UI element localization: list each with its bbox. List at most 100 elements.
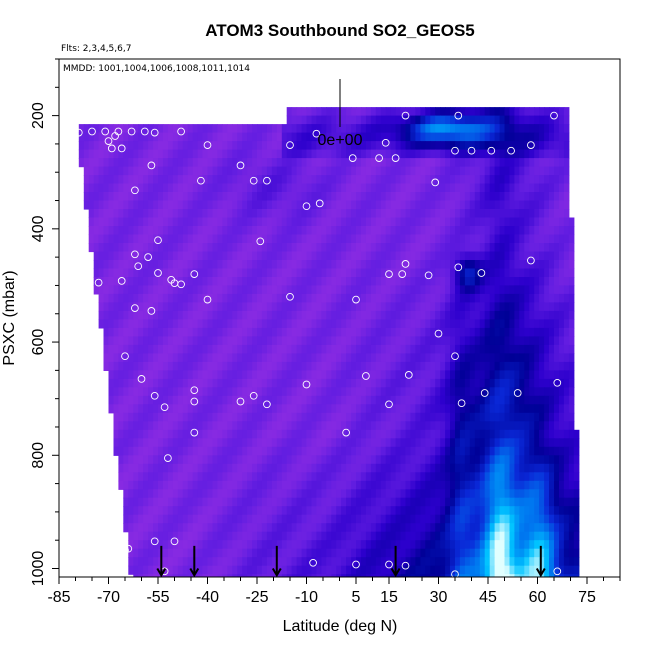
heatmap-cell	[98, 192, 105, 202]
heatmap-cell	[385, 463, 392, 473]
heatmap-cell	[509, 251, 515, 261]
heatmap-cell	[257, 404, 263, 414]
heatmap-cell	[464, 429, 471, 439]
heatmap-cell	[459, 107, 466, 117]
heatmap-cell	[143, 192, 149, 202]
heatmap-cell	[281, 421, 288, 431]
heatmap-cell	[534, 455, 540, 465]
heatmap-cell	[261, 192, 268, 202]
heatmap-cell	[360, 141, 367, 151]
heatmap-cell	[573, 497, 580, 507]
heatmap-cell	[326, 260, 332, 270]
heatmap-cell	[128, 523, 134, 533]
heatmap-cell	[153, 421, 159, 431]
heatmap-cell	[336, 344, 342, 354]
heatmap-cell	[167, 302, 174, 312]
heatmap-cell	[187, 489, 194, 499]
heatmap-cell	[549, 293, 555, 303]
heatmap-cell	[237, 531, 243, 541]
heatmap-cell	[222, 540, 228, 550]
heatmap-cell	[286, 429, 293, 439]
heatmap-cell	[301, 115, 308, 125]
heatmap-cell	[98, 277, 105, 287]
heatmap-cell	[420, 438, 426, 448]
heatmap-cell	[430, 395, 436, 405]
heatmap-cell	[365, 285, 372, 295]
heatmap-cell	[197, 327, 204, 337]
heatmap-cell	[390, 260, 397, 270]
heatmap-cell	[529, 166, 535, 176]
heatmap-cell	[118, 243, 124, 253]
heatmap-cell	[385, 361, 392, 371]
heatmap-cell	[113, 234, 120, 244]
heatmap-cell	[321, 183, 327, 193]
heatmap-cell	[138, 455, 144, 465]
heatmap-cell	[326, 166, 332, 176]
heatmap-cell	[93, 251, 100, 261]
heatmap-cell	[504, 310, 511, 320]
heatmap-cell	[346, 277, 352, 287]
heatmap-cell	[336, 531, 342, 541]
heatmap-cell	[227, 344, 233, 354]
heatmap-cell	[247, 192, 253, 202]
heatmap-cell	[331, 200, 337, 210]
heatmap-cell	[148, 412, 154, 422]
heatmap-cell	[316, 115, 322, 125]
heatmap-cell	[286, 260, 293, 270]
heatmap-cell	[474, 387, 481, 397]
heatmap-cell	[440, 472, 446, 482]
heatmap-cell	[568, 472, 575, 482]
heatmap-cell	[479, 293, 486, 303]
heatmap-cell	[563, 489, 570, 499]
heatmap-cell	[192, 387, 199, 397]
heatmap-cell	[395, 268, 402, 278]
heatmap-cell	[440, 158, 446, 168]
heatmap-cell	[306, 277, 313, 287]
heatmap-cell	[237, 489, 243, 499]
heatmap-cell	[385, 455, 392, 465]
heatmap-cell	[222, 523, 228, 533]
heatmap-cell	[430, 540, 436, 550]
heatmap-cell	[128, 412, 134, 422]
heatmap-cell	[435, 277, 441, 287]
heatmap-cell	[187, 166, 194, 176]
heatmap-cell	[266, 548, 273, 558]
heatmap-cell	[435, 540, 441, 550]
heatmap-cell	[435, 285, 441, 295]
heatmap-cell	[415, 395, 421, 405]
heatmap-cell	[450, 370, 456, 380]
heatmap-cell	[459, 353, 466, 363]
heatmap-cell	[469, 217, 476, 227]
heatmap-cell	[217, 319, 223, 329]
heatmap-cell	[356, 166, 362, 176]
heatmap-cell	[504, 548, 511, 558]
heatmap-cell	[158, 234, 164, 244]
heatmap-cell	[514, 124, 520, 134]
heatmap-cell	[143, 166, 149, 176]
heatmap-cell	[341, 523, 347, 533]
heatmap-cell	[182, 319, 189, 329]
heatmap-cell	[559, 463, 565, 473]
heatmap-cell	[158, 429, 164, 439]
heatmap-cell	[509, 115, 515, 125]
heatmap-cell	[113, 192, 120, 202]
heatmap-cell	[296, 327, 303, 337]
heatmap-cell	[474, 234, 481, 244]
heatmap-cell	[227, 353, 233, 363]
heatmap-cell	[341, 514, 347, 524]
heatmap-cell	[420, 480, 426, 490]
heatmap-cell	[410, 548, 416, 558]
heatmap-cell	[341, 319, 347, 329]
heatmap-cell	[162, 277, 169, 287]
heatmap-cell	[568, 226, 575, 236]
heatmap-cell	[346, 361, 352, 371]
heatmap-cell	[420, 166, 426, 176]
heatmap-cell	[276, 455, 283, 465]
heatmap-cell	[346, 523, 352, 533]
heatmap-cell	[568, 277, 575, 287]
heatmap-cell	[286, 302, 293, 312]
heatmap-cell	[182, 209, 189, 219]
heatmap-cell	[400, 115, 407, 125]
heatmap-cell	[568, 446, 575, 456]
heatmap-cell	[291, 217, 298, 227]
